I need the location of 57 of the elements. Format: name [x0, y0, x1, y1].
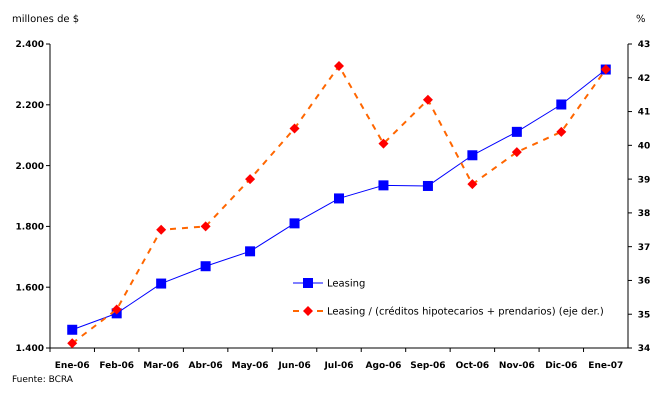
y2-tick-label: 40 — [638, 141, 650, 152]
x-tick-label: Dic-06 — [545, 361, 578, 371]
point — [512, 126, 522, 137]
y-tick-label: 2.400 — [16, 40, 44, 50]
point — [112, 304, 122, 314]
point — [200, 261, 211, 272]
point — [290, 218, 300, 228]
point — [422, 180, 433, 191]
y2-tick-label: 36 — [638, 276, 650, 287]
y-tick-label: 1.800 — [16, 222, 44, 233]
y2-tick-label: 34 — [638, 344, 650, 354]
x-tick-label: Ene-06 — [54, 361, 90, 371]
point — [556, 126, 566, 137]
y-tick-label: 2.000 — [16, 162, 44, 172]
legend-label: Leasing / (créditos hipotecarios + prendarios) (eje der.) — [327, 306, 604, 318]
point — [334, 60, 344, 71]
point — [422, 94, 433, 105]
y2-tick-label: 39 — [638, 175, 650, 186]
x-tick-label: Ene-07 — [588, 361, 624, 371]
point — [378, 180, 388, 190]
y2-tick-label: 41 — [638, 108, 650, 118]
x-tick-label: Jun-06 — [277, 361, 311, 371]
point — [556, 99, 566, 110]
x-tick-label: Jul-06 — [323, 361, 354, 371]
y-tick-label: 1.600 — [16, 283, 44, 294]
source-note: Fuente: BCRA — [12, 375, 74, 385]
y-axis-title: millones de $ — [12, 14, 80, 25]
point — [378, 138, 388, 149]
point — [200, 221, 211, 232]
y2-tick-label: 37 — [638, 242, 650, 253]
point — [334, 193, 344, 204]
x-tick-label: Sep-06 — [410, 361, 446, 371]
point — [245, 246, 256, 256]
point — [512, 147, 522, 158]
point — [156, 278, 166, 289]
legend-label: Leasing — [327, 278, 366, 290]
y2-axis-title: % — [636, 14, 646, 25]
point — [245, 174, 256, 184]
point — [290, 123, 300, 134]
x-tick-label: Ago-06 — [366, 361, 402, 371]
y2-tick-label: 38 — [638, 209, 650, 220]
point — [67, 324, 78, 335]
y2-tick-label: 35 — [638, 310, 650, 320]
x-tick-label: Abr-06 — [188, 361, 223, 371]
x-tick-label: Oct-06 — [456, 361, 490, 371]
x-tick-label: May-06 — [232, 361, 269, 371]
x-tick-label: Nov-06 — [498, 361, 535, 371]
y2-tick-label: 42 — [638, 74, 650, 84]
point — [67, 338, 78, 348]
point — [156, 224, 166, 235]
y-tick-label: 2.200 — [16, 100, 44, 111]
point — [467, 150, 478, 160]
x-tick-label: Feb-06 — [99, 361, 134, 371]
point — [467, 179, 478, 190]
y2-tick-label: 43 — [638, 40, 650, 50]
x-tick-label: Mar-06 — [143, 361, 180, 371]
y-tick-label: 1.400 — [16, 344, 44, 354]
